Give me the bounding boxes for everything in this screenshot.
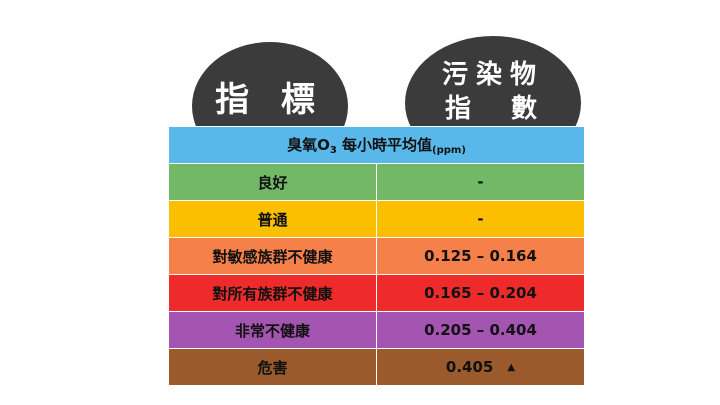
row-label: 對所有族群不健康 (168, 274, 377, 312)
header-subscript: 3 (329, 145, 337, 156)
header-unit: (ppm) (432, 145, 466, 156)
table-row: 危害 0.405 ▲ (168, 348, 585, 386)
table-row: 普通 - (168, 200, 585, 238)
header-middle: 每小時平均值 (336, 136, 433, 154)
pollutant-label-line2: 指數 (444, 94, 577, 124)
row-label: 良好 (168, 163, 377, 201)
table-header-row: 臭氧O3 每小時平均值(ppm) (168, 126, 585, 164)
table-header-cell: 臭氧O3 每小時平均值(ppm) (168, 126, 585, 164)
table-row: 對敏感族群不健康 0.125 – 0.164 (168, 237, 585, 275)
row-label: 非常不健康 (168, 311, 377, 349)
ozone-index-table: 臭氧O3 每小時平均值(ppm) 良好 - 普通 - 對敏感族群不健康 0.12… (168, 126, 585, 386)
row-value: - (376, 200, 585, 238)
row-value: - (376, 163, 585, 201)
table-row: 良好 - (168, 163, 585, 201)
row-value: 0.125 – 0.164 (376, 237, 585, 275)
pollutant-label-line1: 污染物 (441, 60, 544, 90)
indicator-label: 指 標 (215, 80, 325, 120)
table-row: 對所有族群不健康 0.165 – 0.204 (168, 274, 585, 312)
header-prefix: 臭氧O (287, 136, 330, 154)
row-value: 0.205 – 0.404 (376, 311, 585, 349)
up-arrow-icon: ▲ (507, 362, 516, 373)
row-value: 0.165 – 0.204 (376, 274, 585, 312)
row-label: 危害 (168, 348, 377, 386)
table-row: 非常不健康 0.205 – 0.404 (168, 311, 585, 349)
row-value-cell: 0.405 ▲ (376, 348, 585, 386)
row-value: 0.405 (445, 358, 494, 376)
row-label: 普通 (168, 200, 377, 238)
row-label: 對敏感族群不健康 (168, 237, 377, 275)
